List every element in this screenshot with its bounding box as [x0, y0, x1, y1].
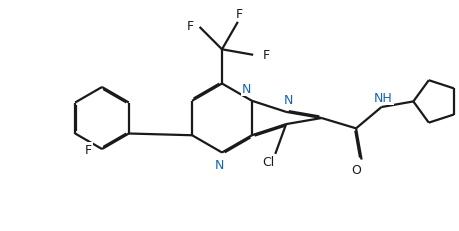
Text: F: F: [235, 8, 242, 21]
Text: N: N: [283, 94, 292, 107]
Text: NH: NH: [373, 91, 392, 104]
Text: F: F: [187, 20, 194, 33]
Text: Cl: Cl: [262, 156, 274, 169]
Text: F: F: [84, 143, 91, 156]
Text: N: N: [242, 83, 251, 96]
Text: N: N: [214, 158, 223, 171]
Text: O: O: [351, 163, 361, 176]
Text: F: F: [262, 49, 269, 62]
